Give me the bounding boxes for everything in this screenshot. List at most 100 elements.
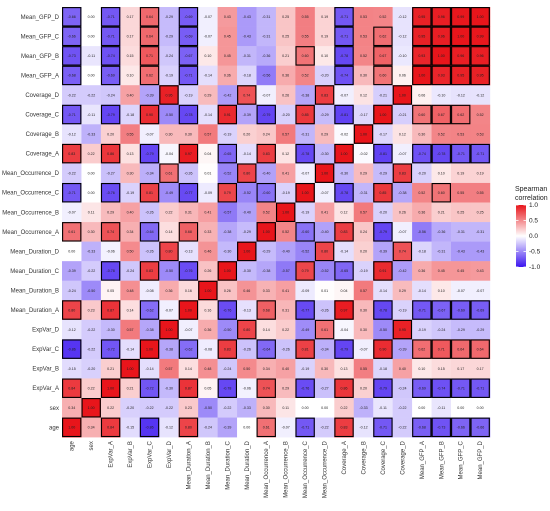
heatmap-cell — [256, 378, 277, 399]
significant-cell-outline — [178, 417, 199, 438]
cell-value: 0.95 — [457, 74, 464, 78]
heatmap-cell — [237, 300, 257, 321]
cell-value: 0.61 — [165, 171, 172, 175]
cell-value: 0.97 — [341, 308, 348, 312]
heatmap-cell — [470, 202, 491, 223]
heatmap-cell — [275, 85, 296, 106]
heatmap-cell — [256, 163, 277, 184]
cell-value: 0.04 — [204, 152, 211, 156]
cell-value: 0.34 — [88, 426, 95, 430]
heatmap-cell — [217, 378, 238, 399]
heatmap-cell — [81, 339, 102, 360]
cell-value: 0.22 — [165, 211, 172, 215]
significant-cell-outline — [217, 143, 237, 164]
significant-cell-outline — [412, 300, 432, 320]
cell-value: 1.00 — [146, 347, 153, 351]
cell-value: 0.83 — [68, 152, 75, 156]
cell-value: -0.71 — [184, 74, 192, 78]
heatmap-cell — [451, 65, 471, 86]
cell-value: 1.00 — [243, 250, 250, 254]
cell-value: -0.31 — [476, 230, 484, 234]
heatmap-cell — [353, 143, 374, 164]
y-tick-label: Mean_Duration_B — [11, 288, 59, 294]
heatmap-cell — [392, 417, 413, 438]
heatmap-cell — [470, 46, 491, 66]
cell-value: 1.00 — [418, 74, 425, 78]
heatmap-cell — [237, 104, 257, 125]
cell-value: 0.22 — [282, 328, 289, 332]
cell-value: 0.14 — [185, 367, 192, 371]
y-tick-label: Mean_GFP_A — [21, 73, 59, 79]
heatmap-cell — [178, 46, 199, 66]
cell-value: -0.06 — [243, 387, 251, 391]
heatmap-cell — [275, 280, 296, 301]
heatmap-cell — [470, 182, 491, 203]
cell-value: -0.10 — [437, 93, 445, 97]
heatmap-cell — [159, 378, 179, 399]
cell-value: 0.57 — [360, 289, 367, 293]
significant-cell-outline — [451, 65, 471, 86]
cell-value: -0.52 — [243, 191, 251, 195]
significant-cell-outline — [334, 65, 354, 86]
significant-cell-outline — [412, 26, 432, 47]
cell-value: 0.41 — [282, 289, 289, 293]
cell-value: 0.60 — [438, 191, 445, 195]
significant-cell-outline — [217, 183, 237, 203]
heatmap-cell — [373, 26, 393, 47]
heatmap-cell — [217, 7, 238, 27]
cell-value: -0.52 — [320, 269, 328, 273]
cell-value: 0.36 — [418, 269, 425, 273]
heatmap-cell — [334, 398, 355, 418]
heatmap-cell — [217, 319, 238, 340]
cell-value: -0.24 — [437, 328, 445, 332]
heatmap-cell — [334, 417, 355, 438]
cell-value: -0.62 — [145, 308, 153, 312]
significant-cell-outline — [470, 339, 490, 359]
heatmap-cell — [159, 319, 179, 340]
heatmap-cell — [431, 65, 452, 86]
heatmap-cell — [295, 143, 316, 164]
cell-value: -0.68 — [68, 74, 76, 78]
cell-value: -0.19 — [126, 191, 134, 195]
heatmap-cell — [100, 182, 121, 203]
heatmap-cell — [431, 417, 452, 438]
significant-cell-outline — [159, 241, 179, 262]
cell-value: -0.04 — [165, 152, 173, 156]
heatmap-cell — [100, 46, 121, 66]
cell-value: 0.26 — [224, 289, 231, 293]
cell-value: 0.14 — [165, 230, 172, 234]
cell-value: 0.53 — [360, 15, 367, 19]
heatmap-cell — [217, 163, 238, 184]
heatmap-cell — [373, 182, 393, 203]
heatmap-cell — [198, 124, 218, 145]
heatmap-cell — [314, 124, 335, 145]
heatmap-cell — [237, 182, 257, 203]
heatmap-cell — [392, 280, 413, 301]
cell-value: -0.24 — [68, 289, 76, 293]
heatmap-cell — [334, 319, 355, 340]
cell-value: -0.07 — [398, 230, 406, 234]
cell-value: 0.11 — [282, 406, 289, 410]
x-tick-label: Coverage_B — [361, 441, 367, 474]
heatmap-cell — [275, 222, 296, 242]
cell-value: 0.22 — [107, 406, 114, 410]
heatmap-cell — [373, 163, 393, 184]
significant-cell-outline — [373, 378, 393, 398]
cell-value: 0.95 — [165, 93, 172, 97]
cell-value: 0.80 — [243, 171, 250, 175]
heatmap-cell — [198, 26, 218, 47]
cell-value: 0.19 — [321, 15, 328, 19]
significant-cell-outline — [431, 300, 451, 320]
cell-value: 0.12 — [341, 211, 348, 215]
cell-value: -0.13 — [243, 308, 251, 312]
significant-cell-outline — [373, 143, 393, 164]
significant-cell-outline — [178, 143, 199, 164]
cell-value: 1.00 — [263, 230, 270, 234]
heatmap-cell — [295, 182, 316, 203]
cell-value: 0.96 — [438, 35, 445, 39]
cell-value: -0.19 — [184, 93, 192, 97]
heatmap-cell — [314, 378, 335, 399]
heatmap-cell — [198, 241, 218, 262]
heatmap-cell — [217, 202, 238, 223]
x-tick-label: Mean_GFP_B — [439, 441, 445, 479]
